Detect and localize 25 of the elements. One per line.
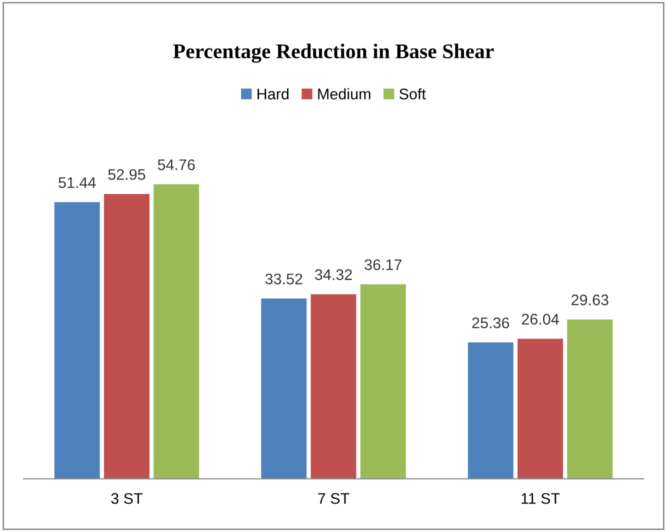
bar — [518, 338, 564, 479]
data-label: 51.44 — [58, 177, 96, 188]
bar — [154, 184, 200, 479]
bar — [261, 298, 307, 479]
bar — [104, 194, 150, 479]
data-label: 34.32 — [314, 269, 352, 280]
data-label: 36.17 — [364, 259, 402, 270]
bar — [468, 342, 514, 479]
x-tick-label: 7 ST — [318, 493, 350, 504]
data-label: 52.95 — [108, 169, 146, 180]
bar — [360, 284, 406, 479]
x-tick-label: 11 ST — [522, 493, 560, 504]
data-label: 29.63 — [572, 294, 608, 306]
bar — [567, 319, 613, 479]
x-tick-label: 3 ST — [111, 493, 143, 504]
legend-label: Soft — [399, 88, 426, 100]
data-label: 26.04 — [522, 314, 559, 325]
legend-label: Hard — [258, 88, 288, 100]
bar — [54, 202, 100, 479]
legend-label: Medium — [318, 88, 370, 100]
data-label: 33.52 — [265, 274, 302, 284]
data-label: 25.36 — [472, 317, 510, 328]
chart-title: Percentage Reduction in Base Shear — [173, 44, 494, 63]
bar — [310, 294, 356, 479]
data-label: 54.76 — [158, 159, 195, 170]
